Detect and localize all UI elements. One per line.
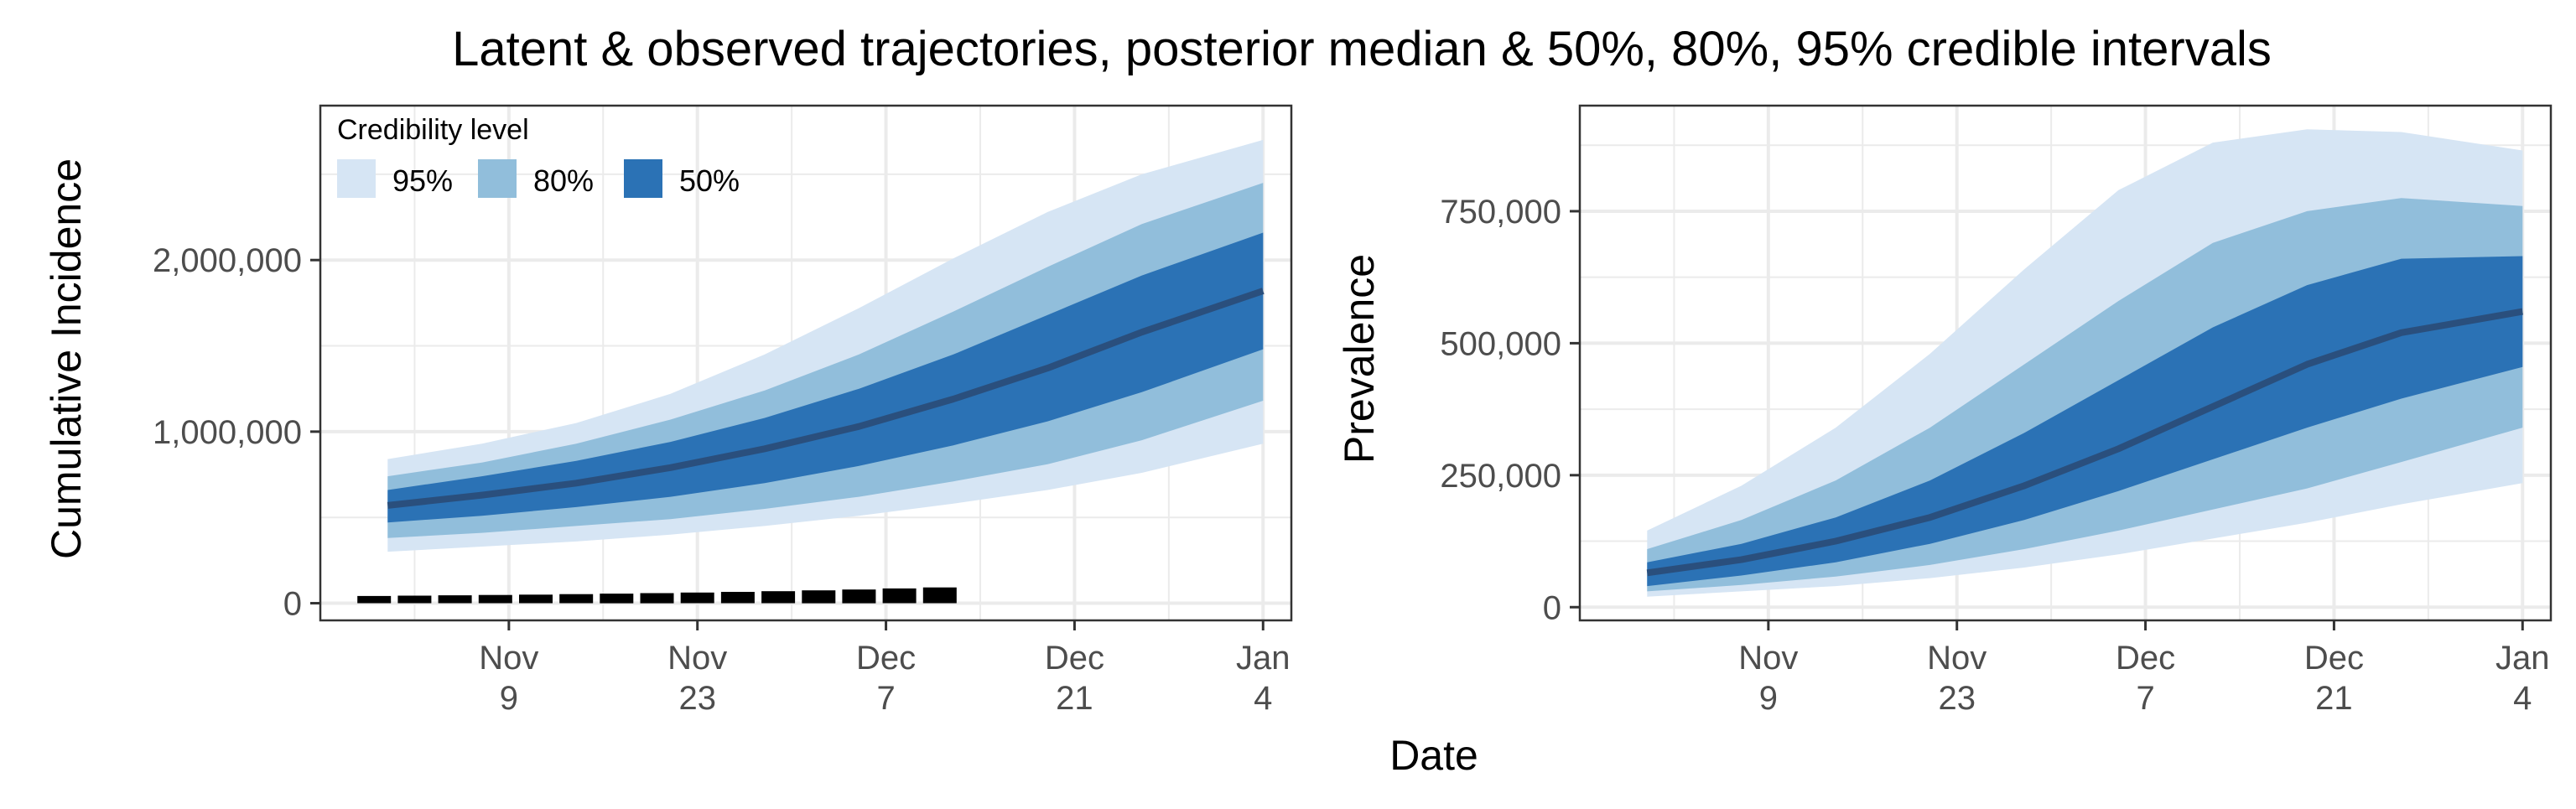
legend-label-50: 50%	[679, 163, 740, 198]
x-tick-label-month: Jan	[1236, 640, 1291, 677]
observed-bar	[761, 591, 796, 604]
x-tick-label-month: Dec	[1045, 640, 1104, 677]
observed-bar	[519, 594, 553, 604]
x-tick-label-day: 21	[2315, 680, 2353, 717]
legend-item-50: 50%	[624, 159, 740, 198]
observed-bar	[842, 589, 876, 604]
x-tick-label-month: Jan	[2496, 640, 2550, 677]
panel-border	[319, 104, 1293, 622]
observed-bar	[600, 594, 634, 604]
observed-bar	[438, 595, 472, 604]
x-tick-label-day: 7	[876, 680, 895, 717]
x-tick-label-day: 7	[2136, 680, 2154, 717]
legend-label-95: 95%	[392, 163, 453, 198]
observed-bar	[640, 593, 674, 604]
y-tick-label: 2,000,000	[153, 242, 302, 279]
x-tick-label-day: 9	[1759, 680, 1778, 717]
y-tick-label: 0	[283, 586, 302, 623]
observed-bar	[882, 588, 917, 604]
x-axis-title: Date	[1389, 732, 1478, 779]
median-line	[1646, 308, 2523, 577]
legend-item-95: 95%	[337, 159, 453, 198]
x-tick-label-day: 4	[2513, 680, 2532, 717]
median-line	[387, 288, 1265, 509]
y-tick-label: 500,000	[1440, 325, 1561, 362]
x-tick-label-month: Dec	[856, 640, 916, 677]
band-80	[387, 183, 1264, 538]
panel-border	[1578, 104, 2553, 622]
observed-bar	[559, 594, 594, 604]
x-tick-label-month: Nov	[1738, 640, 1798, 677]
y-tick-label: 750,000	[1440, 194, 1561, 231]
observed-bar	[357, 595, 392, 604]
x-tick-label-day: 9	[500, 680, 518, 717]
legend-key-95	[337, 159, 376, 198]
y-tick-label: 1,000,000	[153, 414, 302, 451]
y-tick-label: 250,000	[1440, 458, 1561, 495]
x-tick-label-month: Nov	[667, 640, 727, 677]
observed-bar	[922, 587, 957, 604]
x-tick-label-month: Nov	[479, 640, 538, 677]
x-tick-label-month: Nov	[1927, 640, 1987, 677]
observed-bar	[397, 595, 432, 604]
figure-title: Latent & observed trajectories, posterio…	[452, 22, 2272, 76]
observed-bar	[720, 592, 755, 604]
legend-key-50	[624, 159, 662, 198]
x-tick-label-day: 21	[1056, 680, 1093, 717]
right-y-axis-title: Prevalence	[1336, 254, 1383, 464]
x-tick-label-month: Dec	[2116, 640, 2175, 677]
legend-item-80: 80%	[478, 159, 594, 198]
y-tick-label: 0	[1543, 589, 1561, 626]
observed-bar	[680, 592, 714, 604]
left-y-axis-title: Cumulative Incidence	[43, 158, 90, 559]
x-tick-label-day: 23	[1938, 680, 1976, 717]
legend-label-80: 80%	[533, 163, 594, 198]
x-tick-label-month: Dec	[2304, 640, 2364, 677]
x-tick-label-day: 23	[678, 680, 716, 717]
panel-prevalence: 0250,000500,000750,000Nov9Nov23Dec7Dec21…	[1440, 104, 2553, 717]
x-tick-label-day: 4	[1254, 680, 1272, 717]
legend-key-80	[478, 159, 517, 198]
legend: Credibility level 95% 80% 50%	[337, 114, 740, 198]
band-50	[1647, 256, 2523, 587]
observed-bar	[802, 590, 836, 604]
legend-title: Credibility level	[337, 114, 529, 146]
observed-bar	[478, 594, 512, 604]
